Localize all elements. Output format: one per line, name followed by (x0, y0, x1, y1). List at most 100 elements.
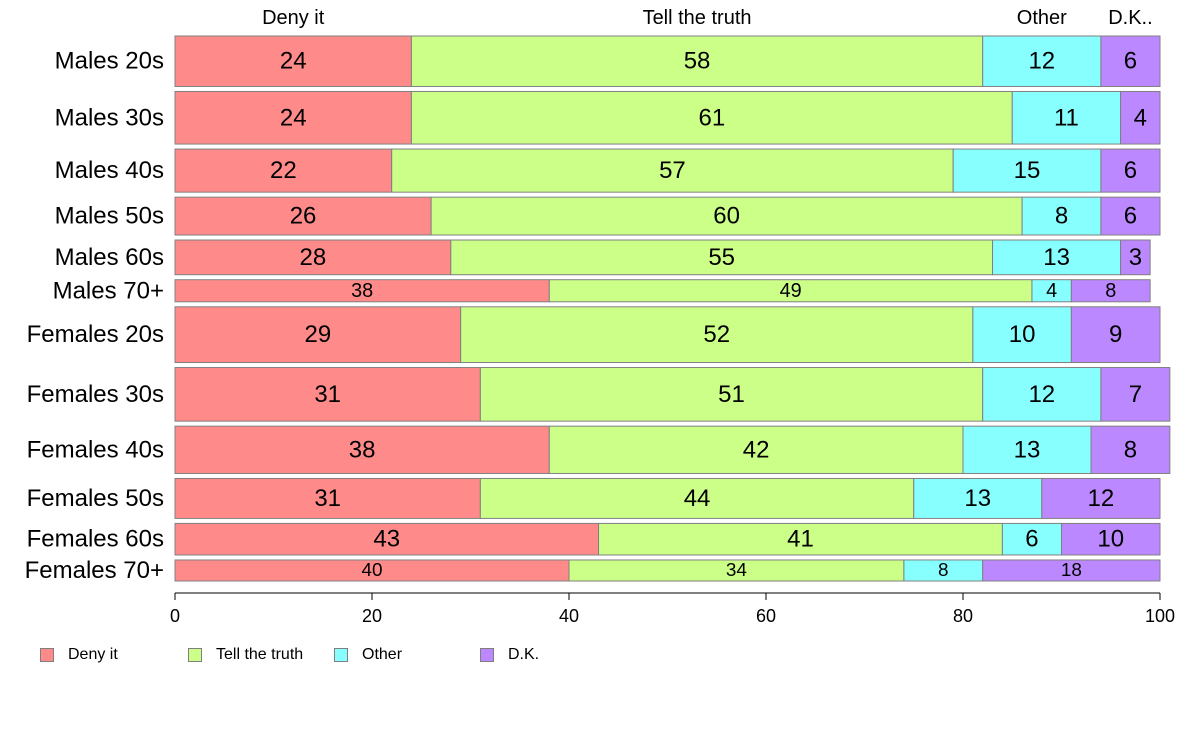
bar-value-label: 55 (708, 244, 735, 271)
row-label: Males 30s (55, 104, 164, 131)
bar-value-label: 15 (1014, 157, 1041, 184)
x-tick-label: 60 (756, 606, 776, 626)
bar-segment (1041, 477, 1161, 519)
bar-row: Males 30s 24 61 11 4 (55, 90, 1161, 145)
bar-value-label: 24 (280, 48, 307, 75)
bar-value-label: 44 (684, 485, 711, 512)
bar-value-label: 6 (1124, 203, 1137, 230)
bar-value-label: 22 (270, 157, 297, 184)
bar-value-label: 13 (1014, 436, 1041, 463)
bar-value-label: 49 (780, 280, 802, 302)
bar-segment (174, 35, 412, 87)
row-label: Females 20s (27, 321, 164, 348)
column-header: Other (1017, 7, 1067, 29)
row-label: Males 40s (55, 157, 164, 184)
bar-segment (913, 477, 1043, 519)
bar-segment (174, 477, 481, 519)
bar-row: Males 60s 28 55 13 3 (55, 239, 1151, 276)
bar-value-label: 8 (938, 560, 949, 581)
bar-row: Males 70+ 38 49 4 8 (53, 277, 1151, 304)
row-label: Females 60s (27, 526, 164, 553)
bar-value-label: 13 (964, 485, 991, 512)
bar-value-label: 60 (713, 203, 740, 230)
bar-row: Males 20s 24 58 12 6 (55, 35, 1161, 87)
bar-segment (174, 239, 452, 276)
legend-item-deny-it: Deny it (40, 645, 118, 665)
bar-segment (1090, 425, 1171, 474)
bar-segment (1011, 90, 1122, 145)
bar-value-label: 11 (1054, 104, 1079, 131)
bar-value-label: 6 (1124, 157, 1137, 184)
stacked-bar-chart: Deny it Tell the truth Other D.K.. Males 20… (25, 7, 1175, 626)
bar-value-label: 3 (1129, 244, 1142, 271)
x-tick-label: 20 (362, 606, 382, 626)
bar-value-label: 6 (1124, 48, 1137, 75)
bar-segment (1100, 367, 1171, 422)
row-label: Males 20s (55, 48, 164, 75)
legend-swatch (334, 648, 348, 662)
row-label: Females 70+ (25, 557, 164, 584)
row-label: Females 40s (27, 436, 164, 463)
bar-value-label: 38 (351, 280, 373, 302)
bar-value-label: 31 (314, 485, 341, 512)
row-label: Males 60s (55, 244, 164, 271)
legend-item-dk: D.K. (480, 645, 539, 665)
bar-value-label: 41 (787, 526, 814, 553)
bar-row: Females 60s 43 41 6 10 (27, 522, 1161, 556)
column-header: Deny it (262, 7, 325, 29)
bar-row: Females 30s 31 51 12 7 (27, 367, 1171, 422)
bar-value-label: 8 (1124, 436, 1137, 463)
bar-segment (174, 90, 412, 145)
bar-segment (174, 148, 393, 193)
legend-swatch (188, 648, 202, 662)
bar-segment (174, 425, 550, 474)
bar-row: Females 40s 38 42 13 8 (27, 425, 1171, 474)
bar-segment (391, 148, 954, 193)
bar-value-label: 12 (1028, 381, 1055, 408)
bar-value-label: 18 (1061, 560, 1082, 581)
bar-value-label: 42 (743, 436, 770, 463)
legend-label: Other (362, 646, 403, 663)
bar-segment (1100, 35, 1161, 87)
legend-label: Deny it (68, 646, 118, 663)
bar-segment (1100, 196, 1161, 236)
column-headers: Deny it Tell the truth Other D.K.. (262, 7, 1153, 29)
bar-value-label: 24 (280, 104, 307, 131)
bar-segment (1120, 90, 1161, 145)
bar-segment (450, 239, 994, 276)
bar-value-label: 28 (300, 244, 327, 271)
bar-value-label: 51 (718, 381, 745, 408)
legend-label: Tell the truth (216, 646, 304, 663)
bar-segment (598, 522, 1003, 556)
x-axis: 0 20 40 60 80 100 (170, 592, 1175, 626)
x-tick-label: 40 (559, 606, 579, 626)
legend-item-other: Other (334, 645, 402, 665)
legend-item-tell-the-truth: Tell the truth (188, 645, 303, 665)
bar-segment (410, 35, 984, 87)
row-label: Females 30s (27, 381, 164, 408)
bar-segment (174, 522, 600, 556)
bar-value-label: 6 (1025, 526, 1038, 553)
bar-value-label: 58 (684, 48, 711, 75)
bar-segment (1070, 306, 1161, 364)
bar-segment (1100, 148, 1161, 193)
bar-segment (1061, 522, 1161, 556)
bar-segment (410, 90, 1013, 145)
bar-value-label: 10 (1009, 321, 1036, 348)
bar-row: Females 50s 31 44 13 12 (27, 477, 1161, 519)
bar-value-label: 26 (290, 203, 317, 230)
bar-segment (174, 196, 432, 236)
bar-segment (548, 425, 964, 474)
bar-segment (174, 306, 462, 364)
bar-value-label: 52 (703, 321, 730, 348)
bar-row: Males 40s 22 57 15 6 (55, 148, 1161, 193)
bar-value-label: 31 (314, 381, 341, 408)
x-tick-label: 0 (170, 606, 180, 626)
column-header: Tell the truth (643, 7, 752, 29)
bar-value-label: 38 (349, 436, 376, 463)
bar-rows: Males 20s 24 58 12 6 Males 30s 24 61 11 4 Males 40… (25, 35, 1171, 584)
legend-swatch (480, 648, 494, 662)
x-tick-label: 80 (953, 606, 973, 626)
bar-value-label: 43 (373, 526, 400, 553)
bar-value-label: 12 (1028, 48, 1055, 75)
